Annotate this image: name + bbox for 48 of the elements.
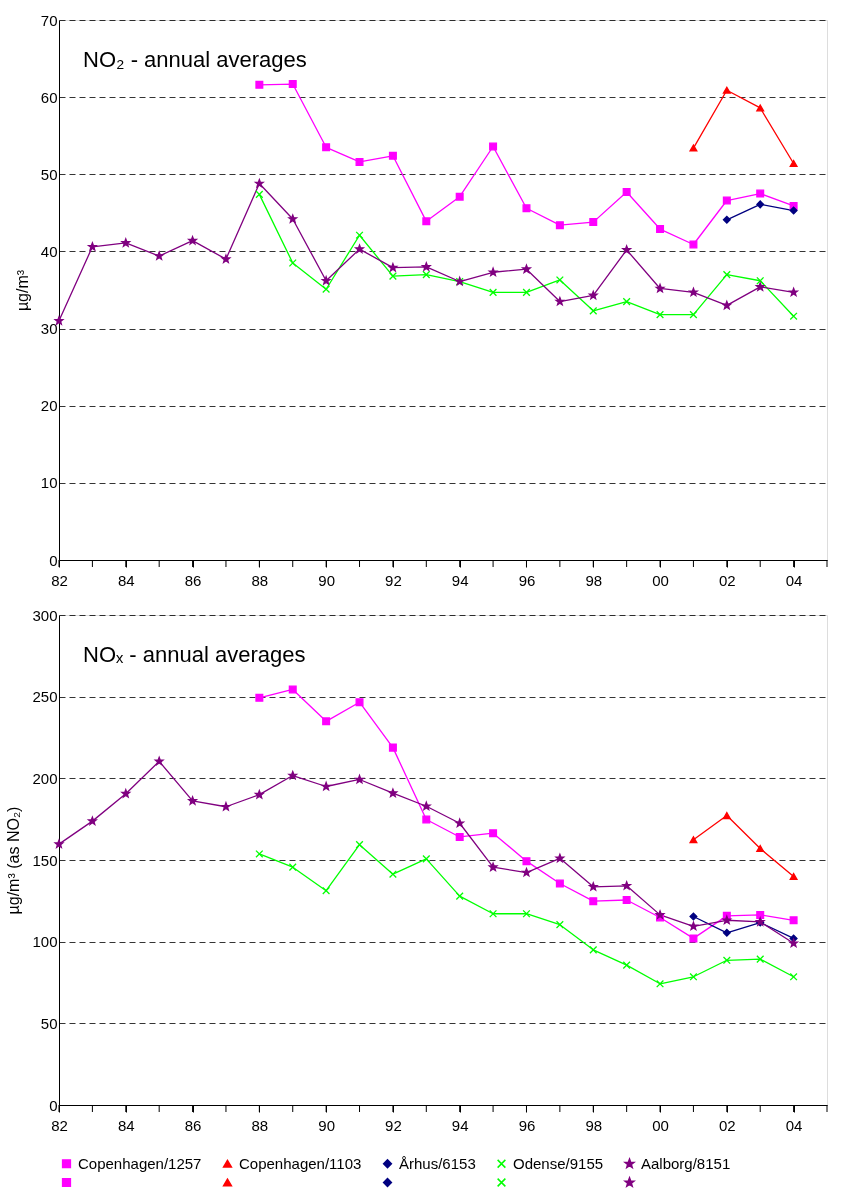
legend-label: Copenhagen/1257 xyxy=(78,1154,202,1172)
x-tick-label: 88 xyxy=(251,1116,269,1134)
x-tick-label: 90 xyxy=(318,1116,335,1134)
x-tick-label: 00 xyxy=(652,571,669,589)
x-tick-label: 98 xyxy=(585,571,603,589)
x-tick-label: 96 xyxy=(518,571,536,589)
x-tick-label: 92 xyxy=(385,1116,402,1134)
x-tick-label: 86 xyxy=(184,571,202,589)
text: NOₓ - annual averages xyxy=(83,642,306,667)
x-tick-label: 88 xyxy=(251,571,269,589)
y-tick-label: 200 xyxy=(32,769,58,787)
x-tick-label: 94 xyxy=(451,571,469,589)
x-tick-label: 84 xyxy=(117,1116,135,1134)
y-tick-label: 300 xyxy=(32,606,58,624)
y-tick-label: 50 xyxy=(40,1014,58,1032)
y-tick-label: 40 xyxy=(40,242,58,260)
legend-label: Odense/9155 xyxy=(513,1154,604,1172)
legend-label: Aalborg/8151 xyxy=(641,1154,731,1172)
legend-label: Copenhagen/1103 xyxy=(239,1154,362,1172)
x-tick-label: 92 xyxy=(385,571,402,589)
y-tick-label: 10 xyxy=(40,474,58,492)
x-tick-label: 02 xyxy=(718,1116,736,1134)
y-tick-label: 250 xyxy=(32,688,58,706)
x-tick-label: 84 xyxy=(117,571,135,589)
x-tick-label: 82 xyxy=(51,1116,68,1134)
x-tick-label: 04 xyxy=(785,1116,803,1134)
y-axis-title: µg/m³ (as NO₂) xyxy=(5,806,23,915)
x-tick-label: 00 xyxy=(652,1116,669,1134)
y-tick-label: 30 xyxy=(40,320,58,338)
y-tick-label: 150 xyxy=(32,851,58,869)
y-axis-title: µg/m³ xyxy=(13,269,31,312)
x-tick-label: 98 xyxy=(585,1116,603,1134)
y-tick-label: 60 xyxy=(40,88,58,106)
y-tick-label: 0 xyxy=(49,551,58,569)
text: NO₂ - annual averages xyxy=(83,47,307,72)
x-tick-label: 82 xyxy=(51,571,68,589)
x-tick-label: 96 xyxy=(518,1116,536,1134)
x-tick-label: 86 xyxy=(184,1116,202,1134)
x-tick-label: 90 xyxy=(318,571,335,589)
x-tick-label: 94 xyxy=(451,1116,469,1134)
y-tick-label: 0 xyxy=(49,1096,58,1114)
x-tick-label: 04 xyxy=(785,571,803,589)
y-tick-label: 20 xyxy=(40,397,58,415)
x-tick-label: 02 xyxy=(718,571,736,589)
legend-label: Århus/6153 xyxy=(399,1154,476,1172)
y-tick-label: 50 xyxy=(40,165,58,183)
y-tick-label: 100 xyxy=(32,933,58,951)
y-tick-label: 70 xyxy=(40,11,58,29)
